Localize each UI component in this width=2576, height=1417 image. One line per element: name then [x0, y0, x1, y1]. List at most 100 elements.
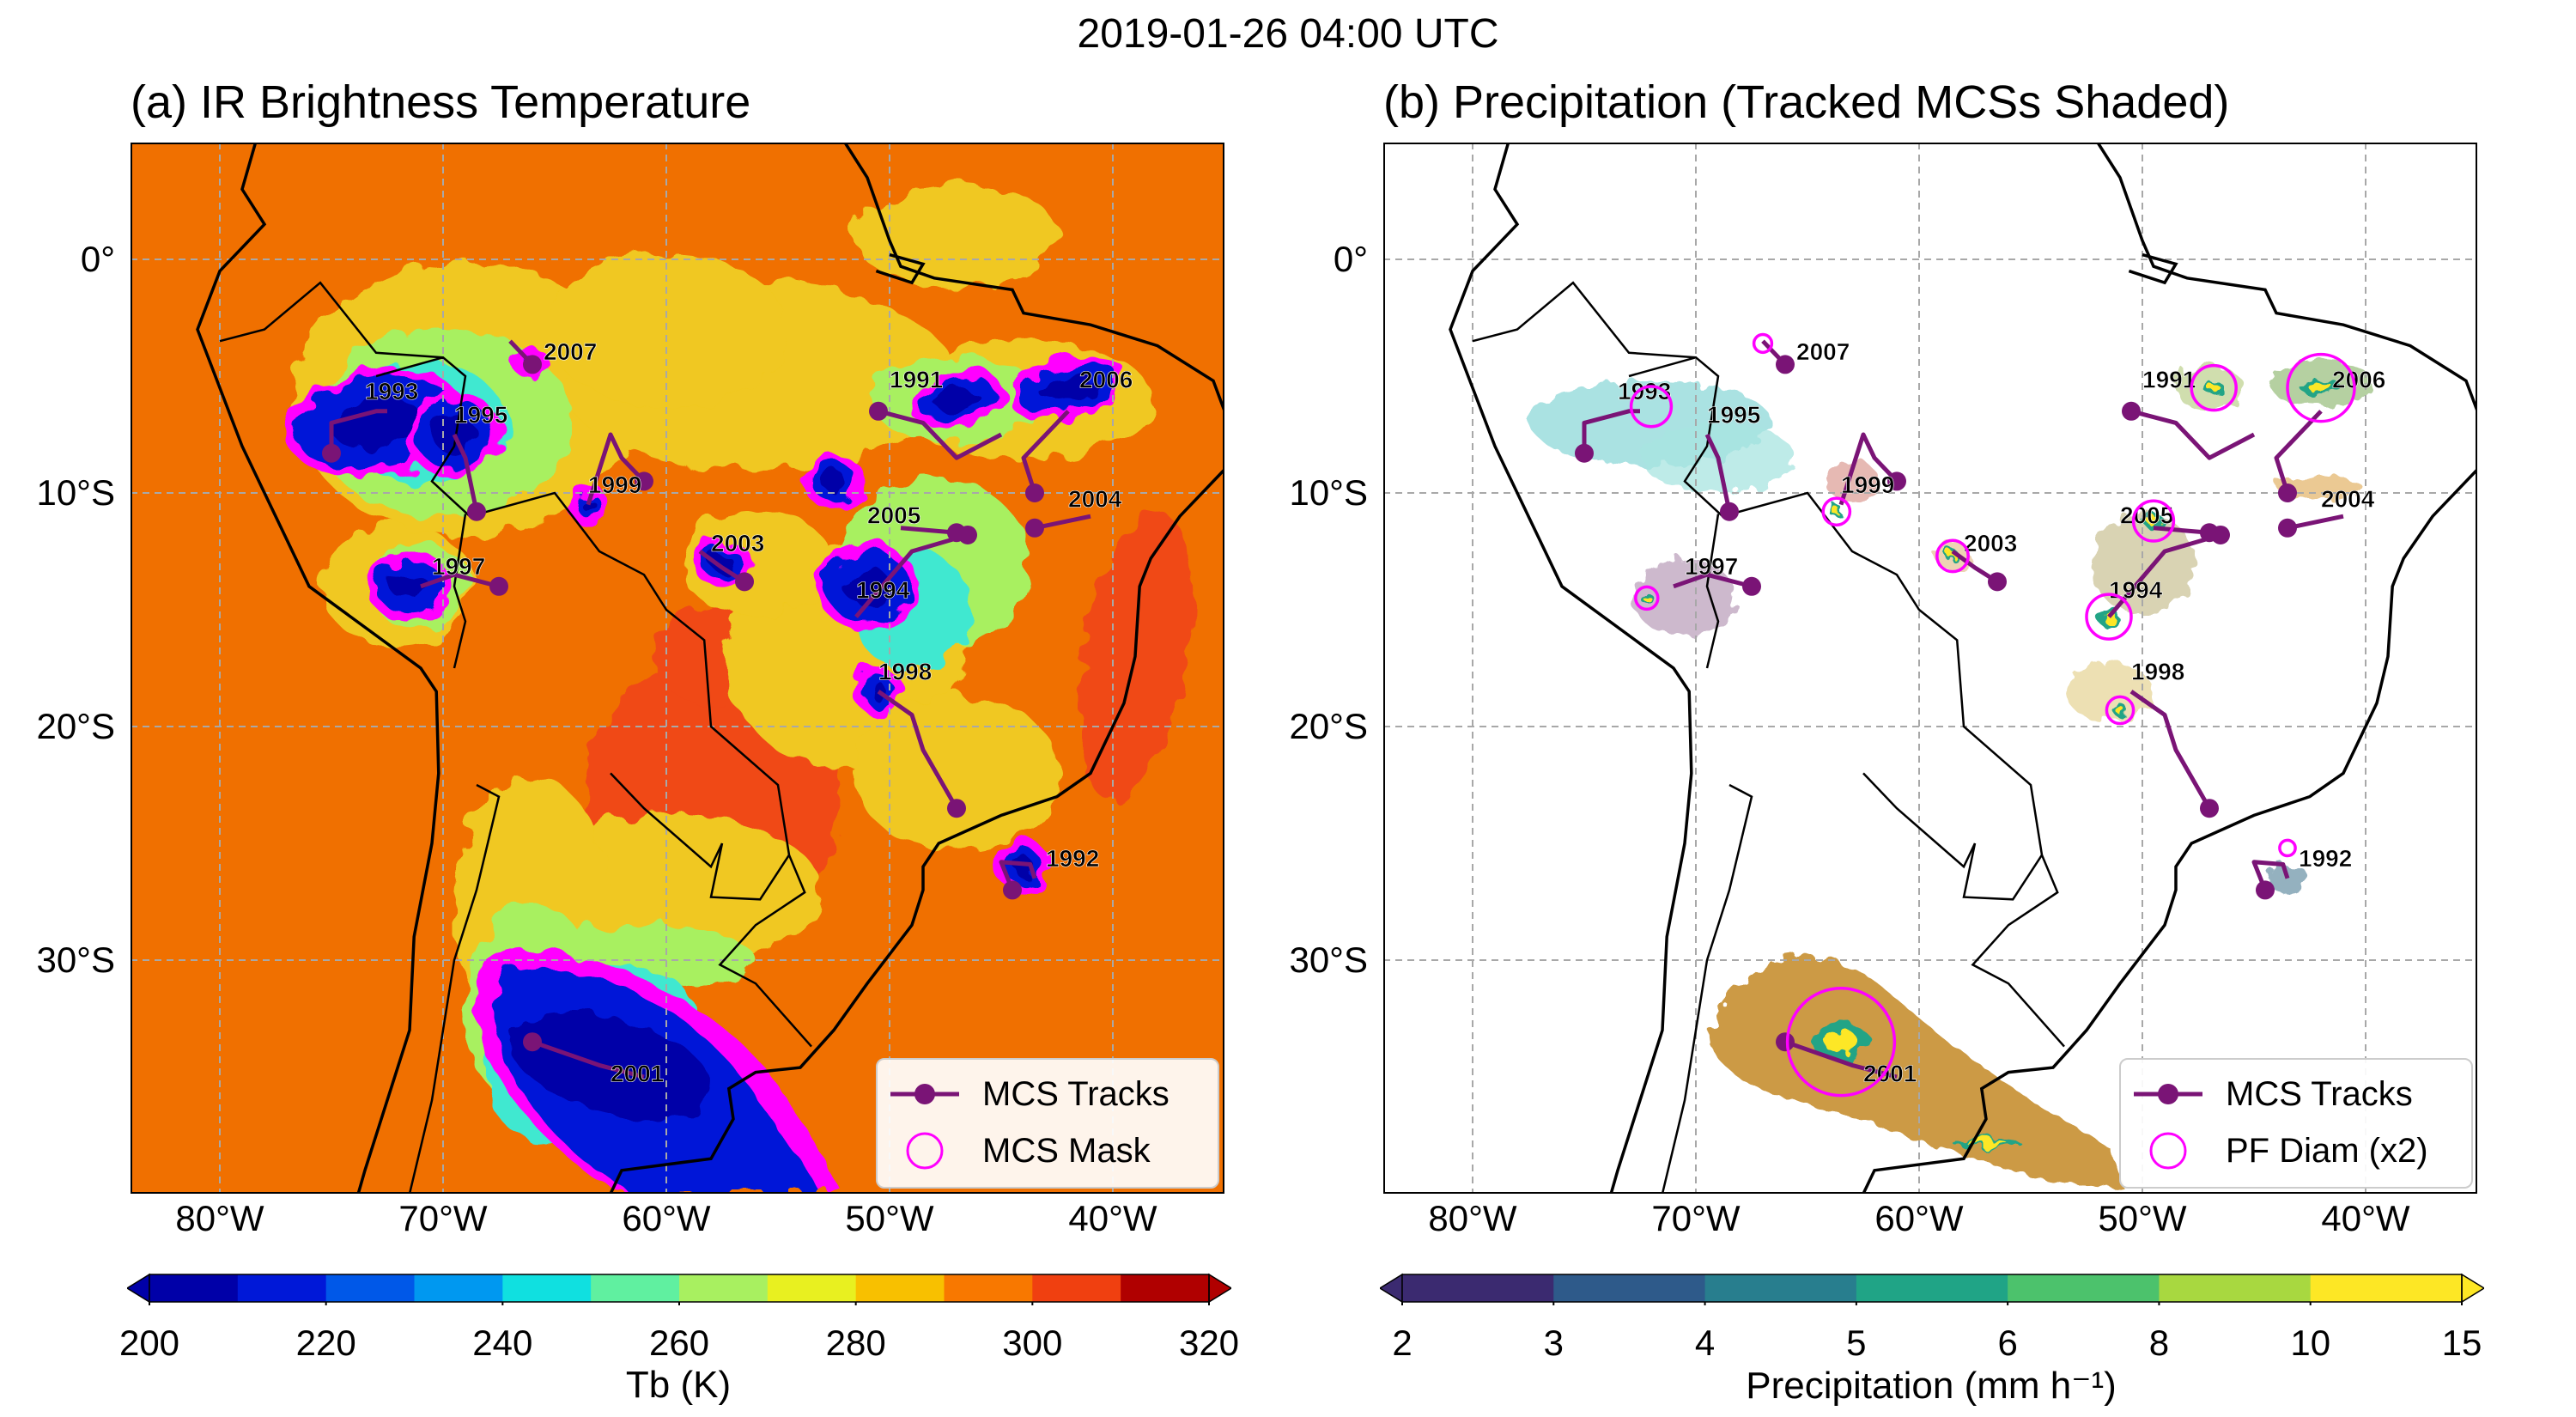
colorbar-segment	[591, 1274, 680, 1302]
mcs-track-endpoint	[2278, 483, 2297, 502]
mcs-track-id: 1999	[1841, 471, 1894, 498]
colorbar-tick-label: 280	[825, 1323, 886, 1363]
longitude-tick-label: 50°W	[845, 1198, 934, 1238]
cloud-region	[854, 696, 1060, 851]
tracked-mcs-shade	[1826, 459, 1878, 503]
mcs-track-line	[1034, 514, 1091, 531]
mcs-track-endpoint	[947, 523, 966, 543]
tracked-mcs-shade	[1633, 559, 1736, 637]
panel-a-map: 1991 1992 1993 1994 1995 1997 1998 1999 2001 2003…	[131, 143, 1224, 1194]
legend-tracks-label: MCS Tracks	[2226, 1074, 2413, 1113]
mcs-track-endpoint	[2256, 880, 2275, 900]
panel-a-colorbar-label: Tb (K)	[625, 1364, 732, 1406]
country-border	[1628, 356, 2065, 1048]
country-border	[1661, 783, 1753, 1194]
colorbar-segment	[2159, 1274, 2312, 1302]
mcs-track-endpoint	[947, 799, 966, 818]
mcs-track-id: 1993	[1618, 378, 1671, 404]
colorbar-tick-label: 200	[118, 1323, 180, 1363]
latitude-tick-label: 30°S	[36, 940, 115, 980]
mcs-track-line	[1838, 432, 1899, 506]
rain-cell-core	[1643, 594, 1650, 602]
mcs-track-endpoint	[467, 502, 486, 521]
longitude-tick-label: 40°W	[2321, 1198, 2410, 1238]
mcs-track-id: 2004	[1068, 485, 1122, 512]
mcs-track-id: 2006	[1079, 367, 1133, 393]
tracked-mcs-shade	[2066, 661, 2152, 722]
colorbar-segment	[767, 1274, 857, 1302]
tracked-mcs-shade	[1710, 955, 2125, 1189]
cloud-region	[678, 511, 833, 615]
mcs-track-endpoint	[1887, 471, 1906, 491]
panel-b-gridlines	[1383, 143, 2477, 1194]
colorbar-segment	[1032, 1274, 1121, 1302]
coastline	[1862, 143, 2477, 1194]
mcs-track-id: 1992	[1046, 845, 1099, 872]
panel-b-legend: MCS Tracks PF Diam (x2)	[2119, 1058, 2473, 1189]
mcs-track-line	[878, 409, 1003, 460]
mcs-track-line	[2251, 860, 2290, 891]
colorbar-tick-label: 300	[1002, 1323, 1063, 1363]
colorbar-segment	[414, 1274, 503, 1302]
longitude-tick-label: 60°W	[1874, 1198, 1964, 1238]
pf-diameter-circle	[2085, 593, 2133, 641]
latitude-tick-label: 10°S	[1289, 472, 1368, 513]
country-border	[408, 783, 501, 1194]
colorbar-tick-label: 220	[295, 1323, 356, 1363]
colorbar-tick-label: 260	[648, 1323, 710, 1363]
mcs-track-line	[2107, 532, 2221, 618]
rain-cell-core	[1832, 508, 1841, 515]
mcs-track-endpoint	[1776, 1032, 1795, 1052]
legend-tracks-label: MCS Tracks	[982, 1074, 1170, 1113]
colorbar-frame	[1401, 1274, 2463, 1303]
colorbar-extend-max	[1208, 1273, 1231, 1304]
colorbar-tick-label: 6	[1997, 1323, 2018, 1363]
pf-diameter-circles	[1629, 332, 2356, 1098]
pf-circle-icon	[2149, 1132, 2187, 1170]
pf-diameter-circle	[2131, 499, 2176, 543]
country-border	[709, 842, 791, 901]
longitude-tick-label: 60°W	[622, 1198, 711, 1238]
panel-a-title: (a) IR Brightness Temperature	[131, 76, 751, 128]
panel-a-tracks: 1991 1992 1993 1994 1995 1997 1998 1999 2001 2003…	[322, 338, 1133, 1087]
country-border	[219, 281, 444, 359]
legend-tracks-entry: MCS Tracks	[2121, 1067, 2413, 1122]
coastline	[2128, 252, 2178, 285]
colorbar-tick-label: 2	[1392, 1323, 1413, 1363]
colorbar-tick-label: 5	[1846, 1323, 1867, 1363]
cold-core	[843, 567, 891, 605]
colorbar-segment	[1121, 1274, 1210, 1302]
coastline	[875, 252, 926, 285]
colorbar-tick-label: 8	[2148, 1323, 2170, 1363]
colorbar-segment	[237, 1274, 327, 1302]
colorbar-segment	[2008, 1274, 2160, 1302]
coastline	[196, 143, 440, 1194]
colorbar-segment	[1856, 1274, 2008, 1302]
rain-cell-core	[2147, 516, 2160, 526]
mcs-track-line	[532, 1039, 645, 1079]
mcs-track-line	[1704, 433, 1732, 513]
mcs-track-endpoint	[489, 576, 508, 596]
country-border	[1705, 514, 1720, 669]
figure-suptitle: 2019-01-26 04:00 UTC	[1077, 11, 1499, 57]
tracked-mcs-shade	[2267, 862, 2308, 894]
longitude-tick-label: 80°W	[175, 1198, 264, 1238]
pf-diameter-circle	[1634, 585, 1660, 611]
mcs-track-id: 1994	[2109, 576, 2163, 603]
panel-b-title: (b) Precipitation (Tracked MCSs Shaded)	[1383, 76, 2230, 128]
latitude-tick-label: 30°S	[1289, 940, 1368, 980]
country-border	[375, 356, 812, 1048]
panel-a-gridlines	[131, 143, 1224, 1194]
mcs-track-endpoint	[735, 572, 754, 592]
mcs-track-id: 1997	[432, 553, 485, 580]
pf-diameter-circle	[1785, 987, 1897, 1098]
mcs-track-endpoint	[1575, 443, 1594, 463]
rain-cell-core	[2116, 706, 2124, 715]
track-line-icon	[890, 1084, 959, 1104]
mcs-track-line	[2130, 409, 2256, 460]
colorbar-segment	[1704, 1274, 1857, 1302]
country-border	[610, 772, 724, 869]
cold-core	[391, 572, 428, 601]
country-border	[1472, 281, 1697, 359]
track-line-icon	[2134, 1084, 2202, 1104]
